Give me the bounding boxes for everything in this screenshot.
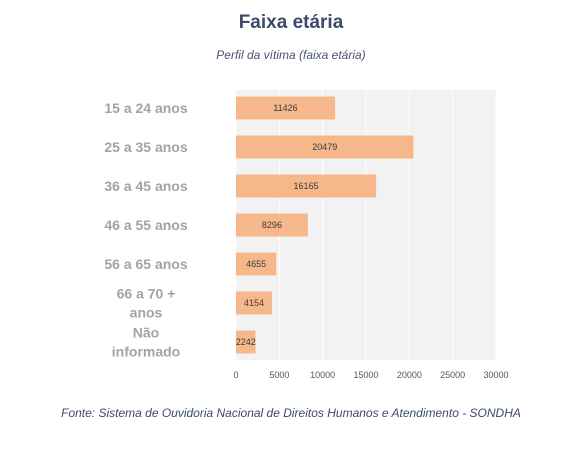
category-label: 25 a 35 anos [104,139,187,155]
chart-title: Faixa etária [238,12,344,33]
data-label: 4655 [246,259,266,269]
data-label: 11426 [273,103,297,113]
data-label: 4154 [244,298,264,308]
category-label: 36 a 45 anos [104,178,187,194]
category-label: 66 a 70 + [117,286,176,302]
category-label: Não [133,325,159,341]
data-label: 20479 [312,142,337,152]
source-note: Fonte: Sistema de Ouvidoria Nacional de … [61,406,521,420]
category-label: 46 a 55 anos [104,217,187,233]
x-tick-label: 25000 [440,370,465,380]
bar [236,213,308,237]
bar [236,135,414,159]
bar [236,330,256,354]
x-tick-label: 0 [233,370,238,380]
category-label: 15 a 24 anos [104,100,187,116]
chart-subtitle: Perfil da vítima (faixa etária) [216,48,366,62]
data-label: 2242 [236,337,256,347]
x-tick-label: 20000 [397,370,422,380]
bar [236,291,273,315]
x-tick-label: 5000 [269,370,289,380]
category-label: 56 a 65 anos [104,256,187,272]
x-tick-label: 15000 [353,370,378,380]
category-label: informado [112,344,180,360]
bar [236,252,277,276]
category-label: anos [130,305,163,321]
x-tick-label: 30000 [483,370,508,380]
data-label: 16165 [294,181,319,191]
data-label: 8296 [262,220,282,230]
x-tick-label: 10000 [310,370,335,380]
bar [236,174,377,198]
bar [236,96,336,120]
